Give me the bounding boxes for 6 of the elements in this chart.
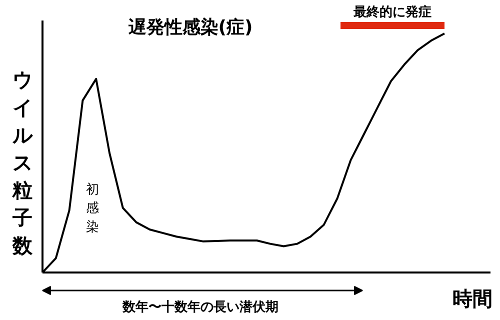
y-axis-title: ウイルス粒子数: [12, 68, 34, 258]
text: 数年〜十数年の長い潜伏期: [122, 300, 278, 315]
annotation: 初感染: [86, 182, 99, 235]
chart-title: 遅発性感染(症): [127, 17, 253, 38]
text: 最終的に発症: [352, 4, 432, 20]
x-axis-title: 時間: [452, 286, 492, 310]
